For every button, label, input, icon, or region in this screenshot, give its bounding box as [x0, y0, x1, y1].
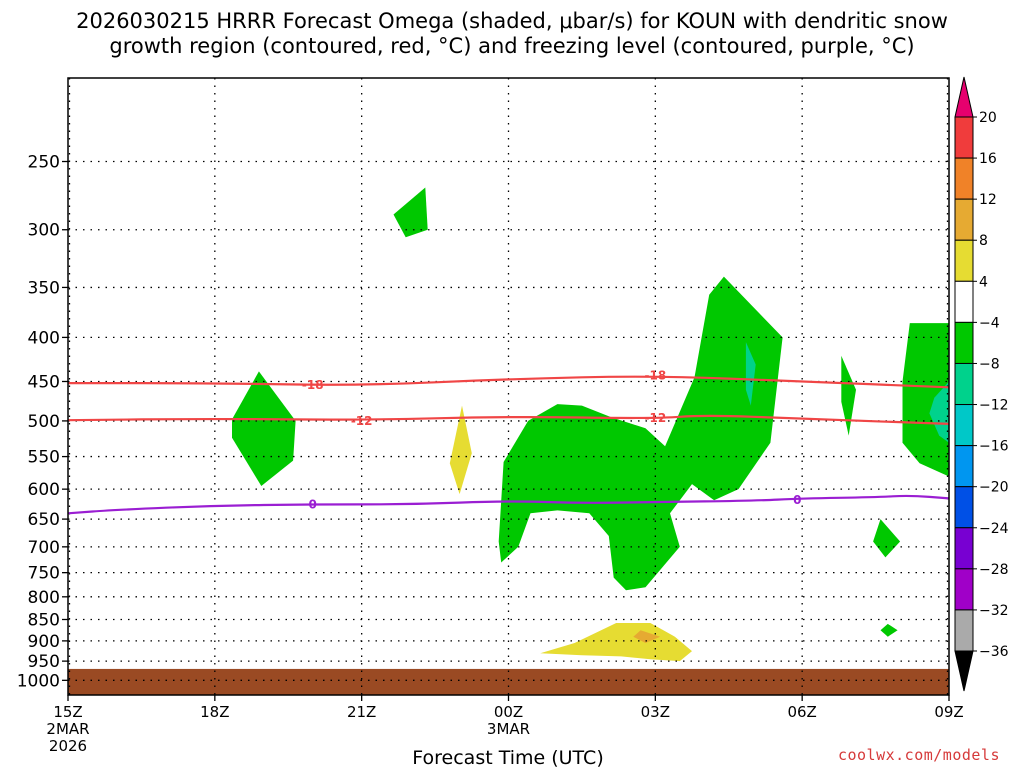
- y-tick-label-750: 750: [28, 564, 60, 584]
- colorbar-label-8-4: 8: [979, 233, 988, 249]
- colorbar-label-4-5: 4: [979, 274, 988, 290]
- omega-shaded-region-12: [633, 630, 661, 643]
- x-tick-label-09z: 09Z: [934, 703, 963, 721]
- omega-shaded-region-1: [232, 371, 296, 486]
- y-tick-label-400: 400: [28, 328, 60, 348]
- omega-shaded-region-5: [745, 342, 756, 406]
- x-tick-label-15z: 15Z: [53, 703, 82, 721]
- colorbar-label-16-9: −16: [979, 439, 1009, 455]
- y-tick-label-600: 600: [28, 480, 60, 500]
- colorbar-label-12-8: −12: [979, 398, 1009, 414]
- omega-shaded-region-9: [902, 323, 949, 477]
- y-tick-label-500: 500: [28, 412, 60, 432]
- colorbar-swatch-9: [954, 445, 974, 488]
- y-tick-label-350: 350: [28, 278, 60, 298]
- y-tick-label-450: 450: [28, 372, 60, 392]
- y-axis-pressure: 2503003504004505005506006507007508008509…: [17, 153, 68, 691]
- contour-label-12-0: -12: [351, 414, 373, 428]
- x-tick-label-00z: 00Z: [494, 703, 523, 721]
- y-tick-label-650: 650: [28, 510, 60, 530]
- colorbar-swatch-1: [954, 116, 974, 159]
- omega-shaded-region-11: [540, 623, 692, 662]
- x-tick-label-21z: 21Z: [347, 703, 376, 721]
- colorbar-swatch-5: [954, 280, 974, 323]
- colorbar-bottom-arrow: [954, 650, 974, 692]
- colorbar-label-28-12: −28: [979, 562, 1009, 578]
- colorbar-label-20-1: 20: [979, 110, 997, 126]
- colorbar: 20 16 12 8 4 −4 −8 −12 −16 −20 −24 −28 −32 −36: [954, 76, 1009, 692]
- x-tick-date-2mar: 2MAR: [46, 720, 89, 738]
- x-tick-year-2026: 2026: [49, 737, 87, 755]
- omega-shaded-region-4: [498, 276, 783, 591]
- colorbar-swatch-13: [954, 609, 974, 652]
- colorbar-swatch-2: [954, 157, 974, 200]
- y-tick-label-300: 300: [28, 221, 60, 241]
- colorbar-swatch-8: [954, 404, 974, 447]
- x-axis-label: Forecast Time (UTC): [412, 747, 603, 768]
- colorbar-top-arrow: [954, 76, 974, 118]
- omega-shaded-region-6: [841, 355, 856, 436]
- y-tick-label-800: 800: [28, 588, 60, 608]
- colorbar-swatch-10: [954, 486, 974, 529]
- colorbar-swatch-6: [954, 321, 974, 364]
- contour-label-0-0: 0: [309, 497, 317, 511]
- y-tick-label-850: 850: [28, 611, 60, 631]
- colorbar-label-8-7: −8: [979, 356, 1000, 372]
- contour-lines: -18 -18 -12 -12 0 0: [67, 369, 950, 515]
- contour-18: [67, 375, 950, 389]
- colorbar-swatch-4: [954, 239, 974, 282]
- colorbar-label-32-13: −32: [979, 603, 1009, 619]
- colorbar-label-4-6: −4: [979, 315, 1000, 331]
- contour-0: [67, 494, 950, 515]
- colorbar-swatch-12: [954, 568, 974, 611]
- omega-shaded-region-7: [873, 519, 901, 558]
- omega-shaded-region-10: [929, 381, 949, 443]
- colorbar-swatch-11: [954, 527, 974, 570]
- contour-label-18-0: -18: [302, 378, 324, 392]
- contour-label-18-1: -18: [644, 369, 666, 383]
- ground-layer: [68, 668, 949, 695]
- ground-fill: [68, 668, 949, 695]
- colorbar-label-24-11: −24: [979, 521, 1009, 537]
- contour-label-0-1: 0: [793, 493, 801, 507]
- colorbar-label-12-3: 12: [979, 192, 997, 208]
- y-tick-label-700: 700: [28, 538, 60, 558]
- colorbar-label-36-14: −36: [979, 644, 1009, 660]
- omega-shaded-region-3: [449, 405, 472, 495]
- x-tick-label-03z: 03Z: [641, 703, 670, 721]
- x-tick-date-3mar: 3MAR: [487, 720, 530, 738]
- contour-12: [67, 414, 950, 425]
- y-tick-label-1000: 1000: [17, 671, 60, 691]
- y-tick-label-950: 950: [28, 652, 60, 672]
- contour-label-12-1: -12: [644, 411, 666, 425]
- y-tick-label-900: 900: [28, 632, 60, 652]
- colorbar-label-16-2: 16: [979, 151, 997, 167]
- credit-text: coolwx.com/models: [838, 746, 1000, 764]
- title-line-1: 2026030215 HRRR Forecast Omega (shaded, …: [76, 9, 948, 33]
- title-line-2: growth region (contoured, red, °C) and f…: [109, 34, 914, 58]
- omega-shaded-region-8: [880, 623, 898, 637]
- colorbar-label-20-10: −20: [979, 480, 1009, 496]
- y-tick-label-550: 550: [28, 448, 60, 468]
- x-tick-label-06z: 06Z: [787, 703, 816, 721]
- chart-title: 2026030215 HRRR Forecast Omega (shaded, …: [76, 9, 948, 58]
- gridlines: [68, 78, 949, 695]
- omega-shading: [232, 187, 949, 662]
- omega-shaded-region-2: [393, 187, 428, 238]
- y-tick-label-250: 250: [28, 153, 60, 173]
- colorbar-swatch-3: [954, 198, 974, 241]
- colorbar-swatch-7: [954, 362, 974, 406]
- x-tick-label-18z: 18Z: [200, 703, 229, 721]
